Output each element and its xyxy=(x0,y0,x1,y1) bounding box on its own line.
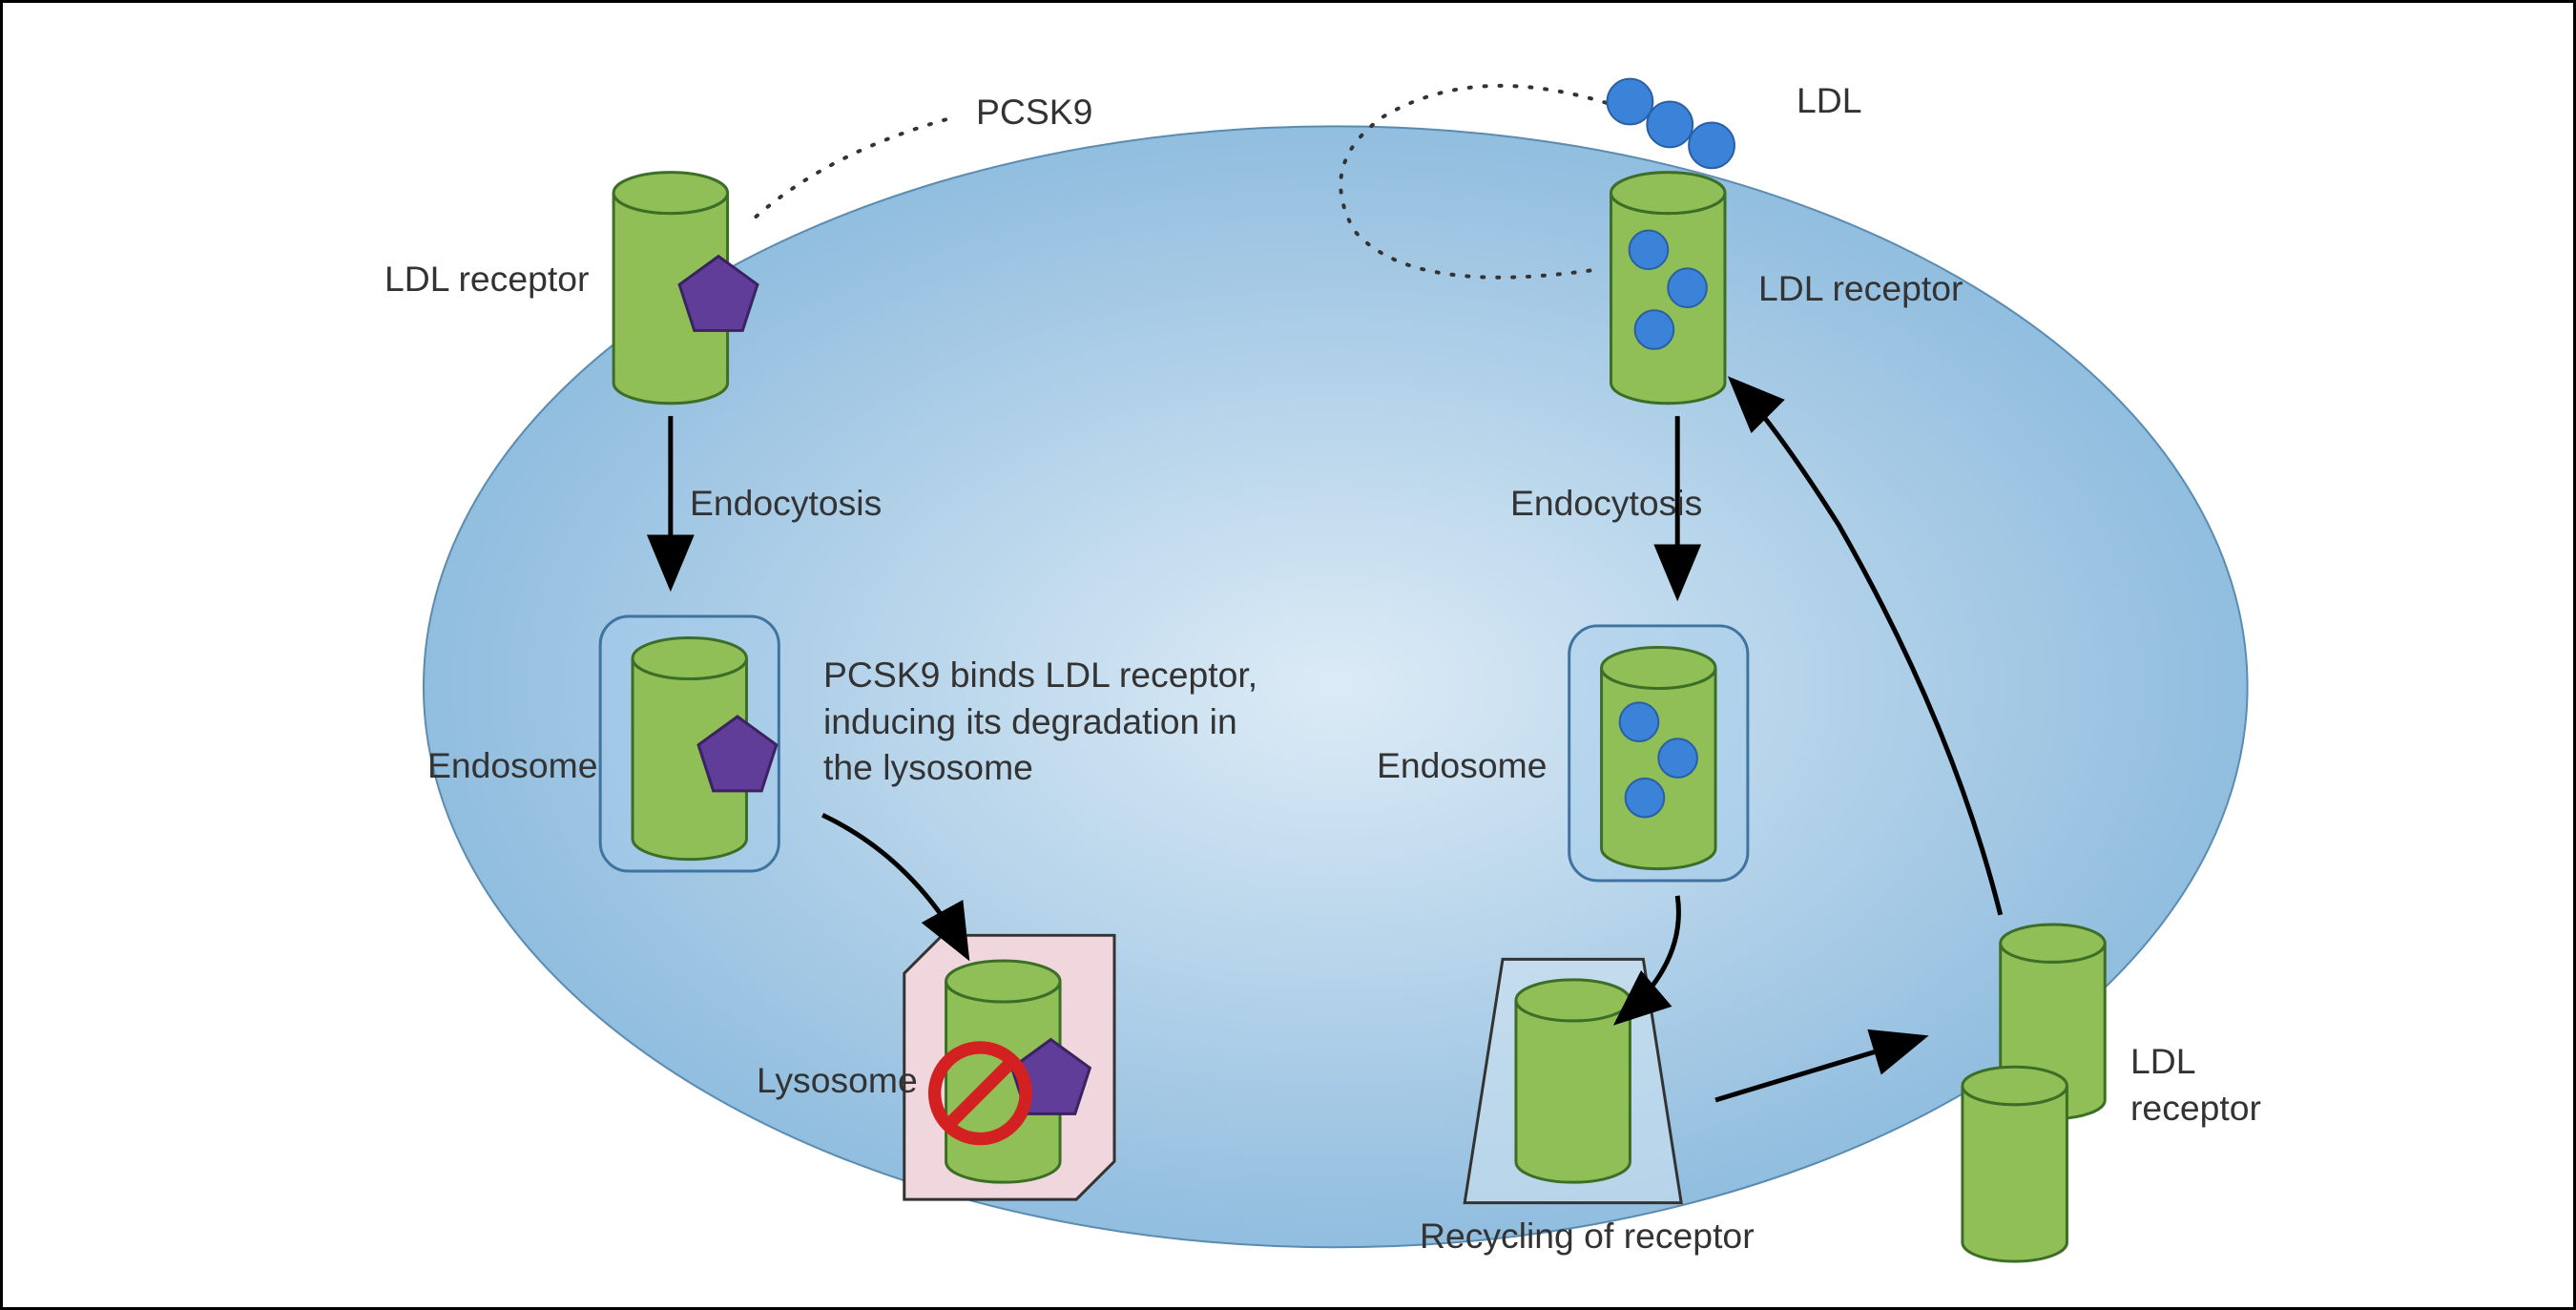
ldl-icon xyxy=(1647,102,1693,148)
label-endosome-right: Endosome xyxy=(1377,742,1547,789)
label-description: PCSK9 binds LDL receptor, inducing its d… xyxy=(823,652,1257,791)
ldl-icon xyxy=(1620,702,1659,741)
label-endocytosis-left: Endocytosis xyxy=(690,480,882,527)
label-recycling: Recycling of receptor xyxy=(1420,1213,1755,1259)
cylinder-icon xyxy=(1516,980,1630,1182)
label-lysosome: Lysosome xyxy=(757,1057,918,1104)
label-endosome-left: Endosome xyxy=(427,742,597,789)
cylinder-icon xyxy=(1611,173,1725,404)
label-pcsk9: PCSK9 xyxy=(976,89,1092,135)
cylinder-icon xyxy=(1963,1067,2067,1261)
ldl-icon xyxy=(1626,779,1665,818)
label-endocytosis-right: Endocytosis xyxy=(1510,480,1702,527)
ldl-icon xyxy=(1608,79,1653,125)
label-ldl-receptor-right: LDL receptor xyxy=(1758,265,1963,312)
ldl-icon xyxy=(1630,231,1669,270)
ldl-icon xyxy=(1689,122,1735,168)
ldl-icon xyxy=(1635,310,1674,349)
ldl-icon xyxy=(1668,268,1707,307)
diagram-canvas: PCSK9 LDL LDL receptor LDL receptor LDL … xyxy=(0,0,2576,1310)
label-ldl: LDL xyxy=(1797,77,1861,124)
cylinder-icon xyxy=(1602,647,1715,868)
ldl-icon xyxy=(1658,738,1697,778)
label-ldl-receptor-left: LDL receptor xyxy=(384,256,589,302)
label-ldl-receptor-br: LDL receptor xyxy=(2130,1038,2261,1131)
